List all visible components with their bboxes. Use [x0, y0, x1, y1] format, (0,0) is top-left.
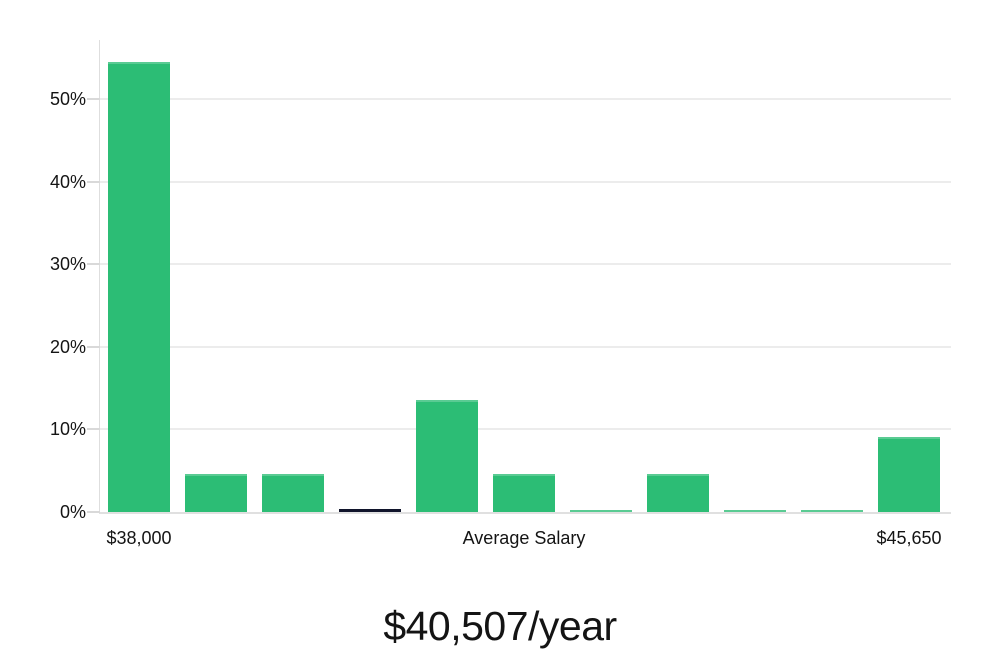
- y-axis-label: 50%: [49, 89, 86, 110]
- chart-title-average-salary: $40,507/year: [383, 603, 617, 649]
- y-axis-label: 10%: [49, 419, 86, 440]
- histogram-bar: [801, 509, 863, 512]
- x-axis-label: Average Salary: [462, 528, 586, 548]
- gridline-50pct: [100, 98, 951, 101]
- gridline-40pct: [100, 180, 951, 183]
- y-axis-label: 40%: [49, 171, 86, 192]
- x-axis-label: $45,650: [876, 528, 942, 548]
- histogram-bar: [647, 474, 709, 512]
- histogram-bar: [262, 474, 324, 512]
- histogram-bar: [416, 399, 478, 512]
- histogram-bar: [724, 509, 786, 512]
- y-axis-label: 0%: [59, 502, 86, 522]
- gridline-20pct: [100, 345, 951, 348]
- histogram-bar: [108, 62, 170, 512]
- y-tick-50pct: [87, 98, 100, 101]
- y-axis-label: 20%: [49, 336, 86, 357]
- histogram-bar: [185, 474, 247, 512]
- x-axis-label: $38,000: [106, 528, 172, 548]
- y-tick-0pct: [87, 511, 100, 513]
- histogram-bar: [493, 474, 555, 512]
- histogram-bar: [570, 509, 632, 512]
- y-axis-label: 30%: [49, 254, 86, 275]
- gridline-30pct: [100, 263, 951, 266]
- y-tick-40pct: [87, 180, 100, 183]
- plot-area: [87, 40, 951, 514]
- histogram-bar: [878, 436, 940, 512]
- histogram-bar-dark: [339, 508, 401, 512]
- y-tick-30pct: [87, 263, 100, 266]
- gridline-10pct: [100, 428, 951, 431]
- y-tick-20pct: [87, 345, 100, 348]
- y-tick-10pct: [87, 428, 100, 431]
